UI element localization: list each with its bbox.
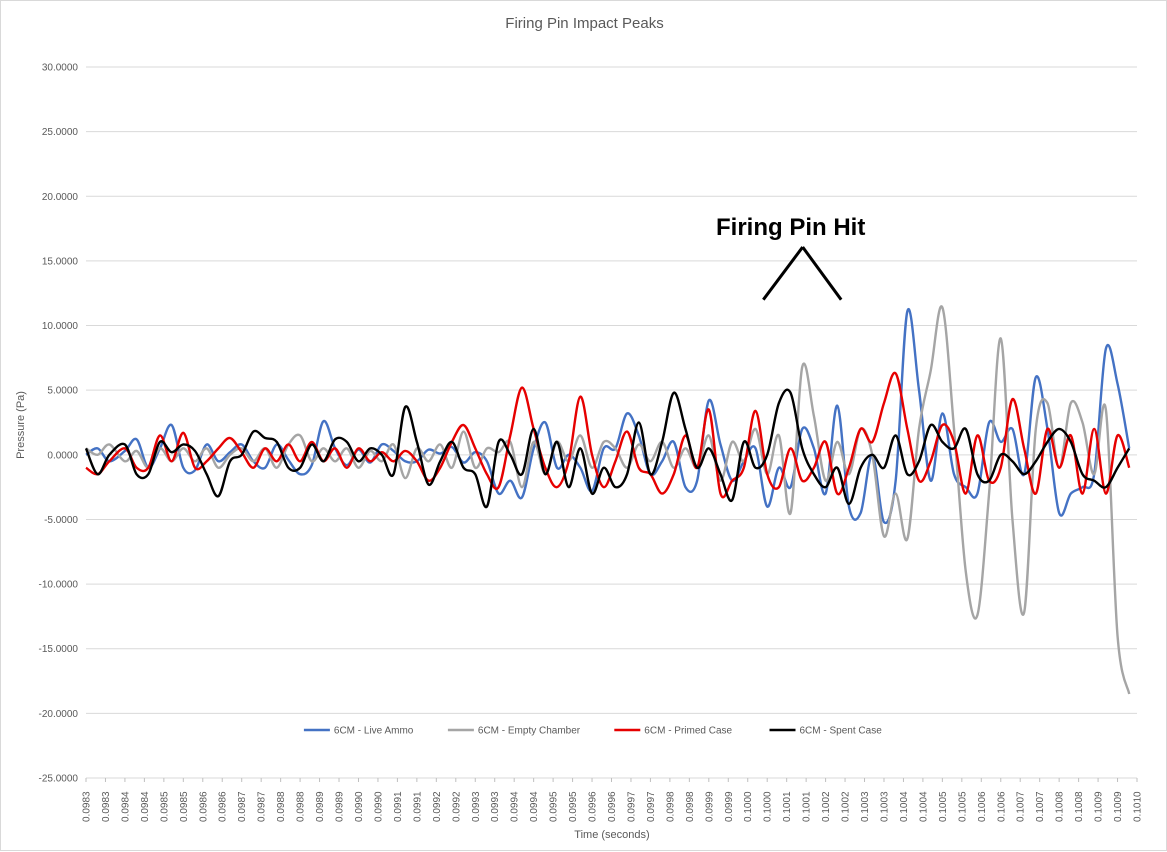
x-tick-label: 0.0999 [724,791,735,822]
series-lines [84,305,1131,695]
series-line-0 [85,307,1131,525]
y-tick-label: -25.0000 [39,774,79,785]
x-tick-label: 0.1007 [1016,791,1027,822]
x-tick-label: 0.0990 [373,791,384,822]
x-tick-label: 0.0994 [510,791,521,822]
x-tick-label: 0.1009 [1113,791,1124,822]
x-tick-label: 0.1001 [782,791,793,822]
y-tick-label: 25.0000 [42,127,79,138]
x-tick-label: 0.1000 [763,791,774,822]
x-tick-label: 0.1005 [938,791,949,822]
x-tick-label: 0.0990 [354,791,365,822]
annotation-pointer [762,246,804,301]
x-tick-label: 0.0988 [276,791,287,822]
y-tick-label: 10.0000 [42,321,79,332]
y-tick-label: 15.0000 [42,256,79,267]
x-tick-label: 0.1004 [899,791,910,822]
annotation-text: Firing Pin Hit [716,214,865,241]
x-tick-label: 0.0992 [432,791,443,822]
x-tick-label: 0.1002 [841,791,852,822]
y-tick-label: -15.0000 [39,644,79,655]
x-tick-label: 0.0986 [198,791,209,822]
x-tick-label: 0.0984 [120,791,131,822]
x-tick-label: 0.0993 [490,791,501,822]
x-tick-label: 0.1001 [802,791,813,822]
series-line-3 [84,388,1131,509]
x-axis-ticks: 0.0983 0.0983 0.0984 0.0984 0.0985 0.0985 0.09… [82,778,1144,822]
y-tick-label: -5.0000 [44,515,78,526]
x-tick-label: 0.1008 [1074,791,1085,822]
y-axis-label: Pressure (Pa) [15,391,27,459]
x-tick-label: 0.0995 [549,791,560,822]
y-tick-label: -10.0000 [39,580,79,591]
series-line-1 [85,305,1131,695]
x-tick-label: 0.1009 [1094,791,1105,822]
x-tick-label: 0.1008 [1055,791,1066,822]
x-tick-label: 0.0991 [412,791,423,822]
legend-label: 6CM - Live Ammo [334,726,414,737]
y-axis-ticks: -25.0000 -20.0000 -15.0000 -10.0000 -5.0000 0… [39,63,79,785]
x-tick-label: 0.0989 [335,791,346,822]
x-tick-label: 0.0994 [529,791,540,822]
y-tick-label: 30.0000 [42,63,79,74]
x-tick-label: 0.1006 [996,791,1007,822]
x-tick-label: 0.0988 [296,791,307,822]
x-tick-label: 0.0987 [257,791,268,822]
x-tick-label: 0.1003 [860,791,871,822]
y-tick-label: -20.0000 [39,709,79,720]
y-tick-label: 0.0000 [47,450,78,461]
x-tick-label: 0.1007 [1035,791,1046,822]
x-tick-label: 0.0997 [626,791,637,822]
x-tick-label: 0.0987 [237,791,248,822]
legend-label: 6CM - Empty Chamber [478,726,581,737]
x-tick-label: 0.1000 [743,791,754,822]
x-tick-label: 0.0985 [159,791,170,822]
legend-label: 6CM - Primed Case [644,726,732,737]
series-line-2 [85,371,1131,499]
x-tick-label: 0.0993 [471,791,482,822]
x-tick-label: 0.0991 [393,791,404,822]
legend-label: 6CM - Spent Case [800,726,883,737]
x-tick-label: 0.0983 [101,791,112,822]
x-tick-label: 0.0985 [179,791,190,822]
x-tick-label: 0.1002 [821,791,832,822]
x-tick-label: 0.1005 [957,791,968,822]
x-tick-label: 0.1010 [1133,791,1144,822]
x-tick-label: 0.0986 [218,791,229,822]
x-tick-label: 0.0989 [315,791,326,822]
y-tick-label: 20.0000 [42,192,79,203]
x-tick-label: 0.0997 [646,791,657,822]
x-tick-label: 0.1006 [977,791,988,822]
x-axis-label: Time (seconds) [574,829,649,841]
x-tick-label: 0.0992 [451,791,462,822]
gridlines [86,66,1137,779]
x-tick-label: 0.0998 [685,791,696,822]
x-tick-label: 0.0996 [588,791,599,822]
annotation: Firing Pin Hit [716,214,865,301]
x-tick-label: 0.0996 [607,791,618,822]
x-tick-label: 0.0999 [704,791,715,822]
legend: 6CM - Live Ammo 6CM - Empty Chamber 6CM - … [303,726,883,737]
chart-title: Firing Pin Impact Peaks [505,15,663,32]
y-tick-label: 5.0000 [47,386,78,397]
x-tick-label: 0.0998 [665,791,676,822]
x-tick-label: 0.1004 [918,791,929,822]
x-tick-label: 0.1003 [879,791,890,822]
annotation-pointer [801,246,843,301]
x-tick-label: 0.0984 [140,791,151,822]
x-tick-label: 0.0995 [568,791,579,822]
x-tick-label: 0.0983 [82,791,93,822]
